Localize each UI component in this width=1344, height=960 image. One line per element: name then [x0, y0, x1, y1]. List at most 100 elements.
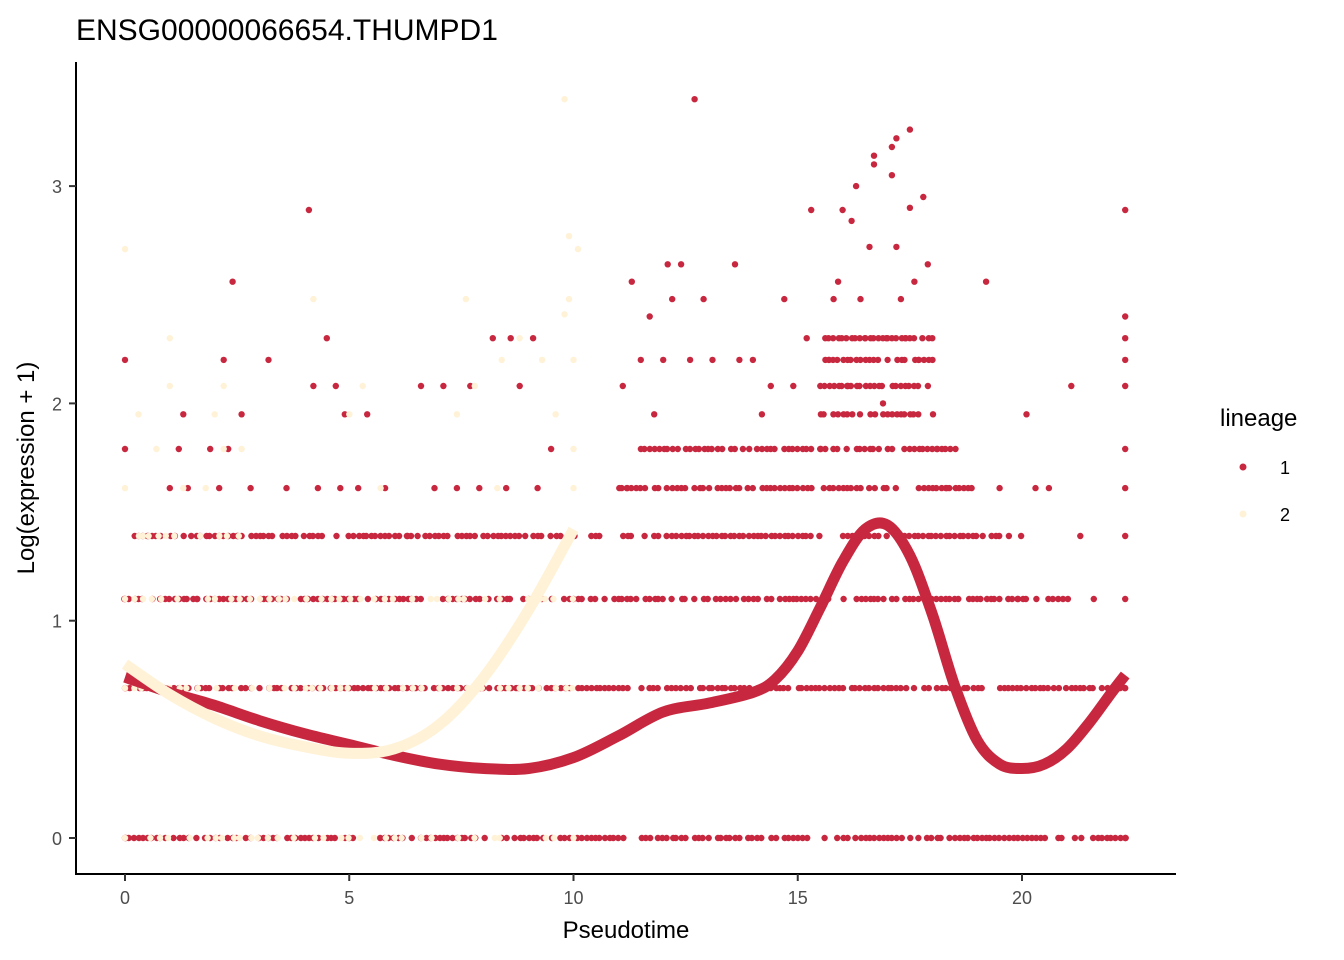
data-point-lineage-1	[268, 532, 276, 540]
data-point-lineage-1	[683, 684, 690, 692]
data-point-lineage-1	[646, 445, 653, 453]
data-point-lineage-1	[924, 382, 932, 390]
data-point-lineage-2	[211, 411, 218, 418]
data-point-lineage-1	[851, 335, 859, 342]
data-point-lineage-2	[174, 595, 181, 603]
legend: lineage 1 2	[1220, 405, 1297, 525]
data-point-lineage-2	[235, 532, 242, 540]
data-point-lineage-2	[550, 595, 557, 603]
data-point-lineage-1	[624, 484, 631, 492]
data-point-lineage-1	[910, 411, 917, 418]
data-point-lineage-1	[753, 445, 761, 453]
data-point-lineage-1	[929, 445, 936, 453]
data-point-lineage-1	[1107, 834, 1114, 842]
data-point-lineage-2	[236, 595, 243, 603]
data-point-lineage-1	[888, 172, 896, 179]
data-point-lineage-1	[651, 411, 658, 418]
data-point-lineage-1	[273, 684, 281, 692]
data-point-lineage-1	[834, 278, 842, 285]
data-point-lineage-1	[970, 684, 977, 692]
data-point-lineage-1	[130, 834, 138, 842]
data-point-lineage-1	[1117, 834, 1124, 842]
x-tick-label: 10	[563, 888, 583, 908]
data-point-lineage-1	[843, 382, 851, 390]
data-point-lineage-1	[857, 295, 864, 303]
data-point-lineage-1	[363, 532, 370, 540]
data-point-lineage-1	[866, 243, 873, 251]
data-point-lineage-1	[731, 261, 739, 268]
data-point-lineage-1	[789, 484, 796, 492]
data-point-lineage-1	[919, 532, 927, 540]
data-point-lineage-1	[530, 532, 537, 540]
data-point-lineage-2	[345, 834, 352, 842]
data-point-lineage-2	[570, 445, 577, 453]
data-point-lineage-1	[663, 484, 670, 492]
data-point-lineage-1	[928, 532, 935, 540]
smooth-curve-lineage-2	[121, 526, 579, 759]
data-point-lineage-1	[265, 356, 272, 364]
data-point-lineage-1	[651, 445, 658, 453]
data-point-lineage-2	[303, 595, 310, 603]
data-point-lineage-1	[641, 445, 648, 453]
data-point-lineage-2	[524, 684, 531, 692]
data-point-lineage-2	[561, 311, 568, 318]
data-point-lineage-1	[861, 335, 869, 342]
data-point-lineage-1	[973, 532, 980, 540]
data-point-lineage-1	[444, 834, 451, 842]
data-point-lineage-2	[516, 684, 523, 692]
data-point-lineage-1	[709, 356, 716, 364]
data-point-lineage-2	[211, 595, 219, 603]
data-point-lineage-1	[955, 484, 963, 492]
data-point-lineage-1	[476, 595, 483, 603]
data-point-lineage-1	[763, 595, 771, 603]
data-point-lineage-1	[963, 684, 971, 692]
data-point-lineage-1	[821, 382, 828, 390]
data-point-lineage-1	[700, 295, 707, 303]
data-point-lineage-1	[903, 684, 910, 692]
data-point-lineage-1	[687, 684, 694, 692]
data-point-lineage-1	[1062, 684, 1070, 692]
data-point-lineage-1	[861, 445, 868, 453]
y-ticks: 0 1 2 3	[52, 177, 76, 849]
data-point-lineage-1	[964, 834, 971, 842]
data-point-lineage-1	[740, 595, 748, 603]
data-point-lineage-1	[884, 335, 891, 342]
data-point-lineage-2	[336, 595, 343, 603]
data-point-lineage-1	[865, 684, 873, 692]
data-point-lineage-1	[794, 532, 802, 540]
data-point-lineage-1	[713, 532, 720, 540]
data-point-lineage-1	[624, 684, 631, 692]
data-point-lineage-1	[1017, 532, 1025, 540]
data-point-lineage-1	[175, 445, 182, 453]
data-point-lineage-1	[522, 532, 529, 540]
data-point-lineage-1	[248, 532, 255, 540]
data-point-lineage-1	[663, 445, 671, 453]
data-point-lineage-1	[745, 532, 753, 540]
data-point-lineage-1	[894, 356, 901, 364]
data-point-lineage-2	[436, 684, 443, 692]
data-point-lineage-1	[910, 335, 918, 342]
data-point-lineage-2	[371, 684, 379, 692]
data-point-lineage-1	[1008, 595, 1016, 603]
data-point-lineage-1	[748, 834, 755, 842]
data-point-lineage-1	[677, 261, 685, 268]
data-point-lineage-1	[807, 445, 815, 453]
data-point-lineage-1	[897, 295, 905, 303]
data-point-lineage-1	[1006, 834, 1013, 842]
data-point-lineage-1	[511, 834, 518, 842]
data-point-lineage-1	[840, 595, 847, 603]
data-point-lineage-2	[290, 834, 297, 842]
data-point-lineage-1	[1050, 684, 1058, 692]
data-point-lineage-1	[901, 445, 908, 453]
data-point-lineage-1	[704, 595, 711, 603]
data-point-lineage-1	[880, 595, 887, 603]
data-point-lineage-1	[547, 532, 554, 540]
data-point-lineage-1	[484, 532, 491, 540]
data-point-lineage-1	[300, 532, 308, 540]
data-point-lineage-2	[220, 445, 227, 453]
data-point-lineage-1	[870, 335, 877, 342]
data-point-lineage-1	[758, 532, 765, 540]
data-point-lineage-1	[915, 356, 922, 364]
data-point-lineage-1	[637, 484, 644, 492]
data-point-lineage-2	[266, 684, 273, 692]
